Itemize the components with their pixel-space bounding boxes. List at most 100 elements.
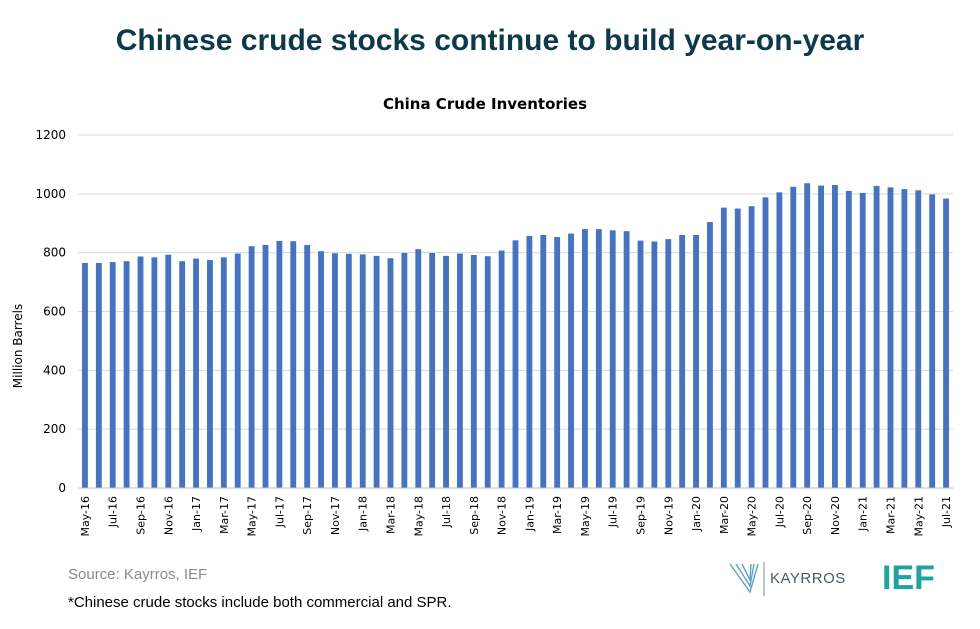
x-tick-label: Sep-16	[135, 496, 148, 535]
x-tick-label: May-18	[412, 496, 425, 537]
source-note: Source: Kayrros, IEF	[68, 566, 208, 583]
headline: Chinese crude stocks continue to build y…	[115, 24, 865, 57]
bar-Apr-17	[234, 253, 241, 488]
x-tick-label: Nov-16	[162, 496, 175, 535]
bars	[82, 183, 949, 489]
bar-Nov-17	[332, 253, 338, 488]
bar-Jun-16	[95, 262, 102, 488]
bar-Aug-17	[290, 241, 297, 488]
x-tick-label: Mar-17	[218, 496, 231, 534]
bar-Jul-17	[276, 240, 283, 488]
bar-Mar-19	[554, 237, 561, 488]
x-tick-label: Jan-21	[857, 496, 870, 532]
ief-wordmark: IEF	[882, 559, 935, 596]
bar-Oct-18	[484, 256, 491, 488]
bar-Feb-17	[207, 260, 213, 488]
bar-May-19	[582, 229, 588, 488]
bar-Jul-19	[609, 230, 616, 488]
bar-Nov-19	[665, 239, 672, 488]
kayrros-wordmark: KAYRROS	[770, 570, 846, 587]
bar-Jan-21	[859, 192, 866, 488]
bar-Dec-17	[345, 253, 352, 488]
bar-Sep-19	[637, 240, 644, 488]
x-tick-label: Jul-20	[773, 496, 786, 528]
y-tick-label: 0	[58, 481, 66, 495]
x-tick-label: May-17	[246, 496, 259, 537]
bar-Jun-17	[262, 245, 269, 488]
x-tick-label: Jul-18	[440, 496, 453, 528]
bar-May-18	[415, 249, 422, 488]
bar-Oct-17	[318, 251, 324, 488]
bar-Dec-16	[179, 261, 186, 488]
x-tick-label: Jan-18	[357, 496, 370, 532]
x-tick-labels: May-16 Jul-16 Sep-16 Nov-16 Jan-17 Mar-17 May-…	[79, 496, 953, 537]
bar-May-20	[748, 206, 755, 488]
bar-Jan-20	[693, 235, 699, 488]
x-tick-label: Nov-17	[329, 496, 342, 535]
footnote: *Chinese crude stocks include both comme…	[68, 594, 452, 611]
y-tick-label: 800	[43, 246, 66, 260]
bar-May-17	[248, 246, 255, 488]
x-tick-label: Jul-19	[607, 496, 620, 528]
bar-Jul-20	[776, 192, 783, 489]
bar-Apr-21	[901, 189, 908, 488]
bar-Feb-21	[873, 185, 880, 488]
x-tick-label: Jan-19	[523, 496, 536, 532]
bar-Dec-19	[679, 235, 686, 488]
kayrros-logo: KAYRROS	[729, 562, 846, 596]
bar-Nov-20	[832, 185, 838, 488]
ief-logo: IEF	[882, 559, 935, 596]
bar-Feb-19	[540, 235, 547, 488]
x-tick-label: May-21	[912, 496, 925, 537]
bar-Sep-20	[804, 183, 811, 489]
x-tick-label: Jan-20	[690, 496, 703, 532]
x-tick-label: May-20	[746, 496, 759, 537]
x-tick-label: Mar-18	[385, 496, 398, 534]
x-tick-label: Mar-19	[551, 496, 564, 534]
x-tick-label: Nov-18	[496, 496, 509, 535]
x-tick-label: Mar-21	[885, 496, 898, 534]
bar-May-16	[82, 262, 88, 488]
bar-Jan-19	[526, 235, 533, 488]
bar-Sep-16	[137, 256, 144, 488]
bar-chart: China Crude Inventories Million Barrels …	[11, 95, 953, 537]
x-tick-label: Sep-17	[301, 496, 314, 535]
bar-Sep-17	[304, 245, 311, 488]
bar-Oct-19	[651, 241, 658, 488]
bar-Feb-20	[707, 222, 713, 488]
bar-Jul-16	[109, 262, 116, 488]
bar-Mar-18	[387, 258, 394, 488]
bar-Jul-18	[443, 255, 449, 488]
kayrros-wing-icon	[729, 563, 759, 594]
y-tick-label: 1000	[35, 187, 66, 201]
bar-Dec-20	[845, 190, 852, 488]
bar-May-21	[915, 190, 922, 489]
bar-Aug-20	[790, 186, 797, 488]
y-tick-labels: 0 200 400 600 800 1000 1200	[35, 128, 66, 495]
x-tick-label: Sep-18	[468, 496, 481, 535]
bar-Jan-18	[359, 254, 366, 488]
y-tick-label: 600	[43, 305, 66, 319]
x-tick-label: Nov-19	[662, 496, 675, 535]
bar-Nov-18	[498, 250, 505, 488]
x-tick-label: Nov-20	[829, 496, 842, 535]
x-tick-label: Jul-16	[107, 496, 120, 528]
y-tick-label: 200	[43, 422, 66, 436]
bar-Apr-18	[401, 252, 408, 488]
bar-Dec-18	[512, 240, 519, 488]
bar-Jan-17	[193, 258, 199, 488]
bar-Mar-17	[220, 257, 227, 488]
x-tick-label: Jul-17	[273, 496, 286, 528]
bar-Aug-19	[623, 231, 630, 488]
bar-Oct-20	[818, 185, 824, 488]
bar-Jun-18	[429, 252, 436, 488]
chart-title: China Crude Inventories	[383, 95, 587, 113]
bar-Nov-16	[165, 254, 172, 488]
x-tick-label: Jan-17	[190, 496, 203, 532]
bar-Aug-16	[123, 261, 130, 488]
bar-Jun-19	[595, 229, 602, 488]
bar-Apr-20	[734, 208, 741, 489]
y-tick-label: 400	[43, 363, 66, 377]
y-tick-label: 1200	[35, 128, 66, 142]
y-axis-label: Million Barrels	[11, 304, 25, 388]
